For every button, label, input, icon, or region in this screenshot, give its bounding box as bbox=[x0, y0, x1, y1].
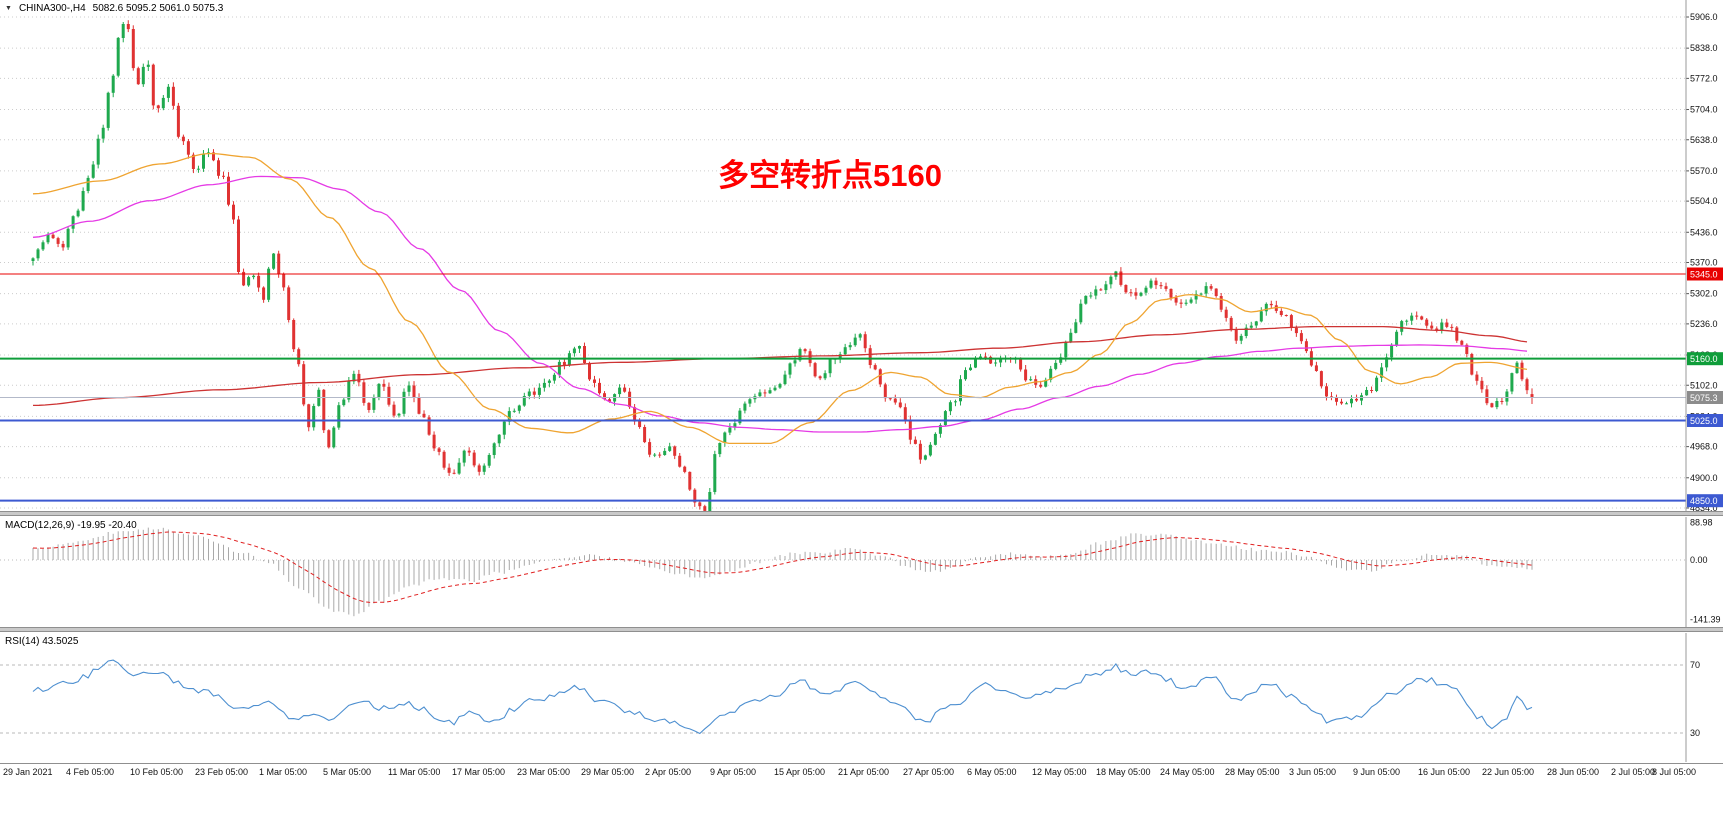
price-axis-label: 5102.0 bbox=[1690, 380, 1718, 390]
price-axis-label: 5638.0 bbox=[1690, 135, 1718, 145]
date-label: 8 Jul 05:00 bbox=[1652, 767, 1697, 777]
price-tag-label: 5075.3 bbox=[1690, 393, 1718, 403]
price-gridlines: 5906.0 5838.0 5772.0 5704.0 5638.0 5570.0 5504… bbox=[0, 12, 1718, 511]
date-label: 23 Feb 05:00 bbox=[195, 767, 249, 777]
macd-label: MACD(12,26,9) -19.95 -20.40 bbox=[5, 520, 137, 531]
price-axis-label: 4900.0 bbox=[1690, 473, 1718, 483]
date-label: 3 Jun 05:00 bbox=[1289, 767, 1337, 777]
date-label: 18 May 05:00 bbox=[1096, 767, 1151, 777]
price-tag bbox=[1687, 391, 1723, 404]
macd-axis-label: 88.98 bbox=[1690, 518, 1713, 528]
price-axis-label: 5504.0 bbox=[1690, 196, 1718, 206]
macd-indicator-panel[interactable]: 88.98 0.00 -141.39 bbox=[0, 517, 1723, 627]
price-axis-label: 5570.0 bbox=[1690, 166, 1718, 176]
macd-signal-line bbox=[32, 531, 1533, 603]
date-label: 4 Feb 05:00 bbox=[66, 767, 115, 777]
price-axis-label: 5236.0 bbox=[1690, 319, 1718, 329]
date-label: 9 Jun 05:00 bbox=[1353, 767, 1401, 777]
date-label: 15 Apr 05:00 bbox=[774, 767, 826, 777]
price-tag bbox=[1687, 352, 1723, 366]
rsi-label: RSI(14) 43.5025 bbox=[5, 636, 79, 647]
date-label: 27 Apr 05:00 bbox=[903, 767, 955, 777]
macd-histogram bbox=[32, 527, 1533, 617]
price-tag bbox=[1687, 494, 1723, 508]
panel-separator[interactable] bbox=[0, 511, 1723, 516]
price-tags: 5345.0 5160.0 5025.0 4850.0 5075.3 bbox=[1687, 267, 1723, 508]
annotation-text[interactable]: 多空转折点5160 bbox=[718, 158, 942, 193]
panel-separator[interactable] bbox=[0, 627, 1723, 632]
price-tag-label: 4850.0 bbox=[1690, 496, 1718, 506]
date-label: 11 Mar 05:00 bbox=[388, 767, 441, 777]
date-label: 2 Apr 05:00 bbox=[645, 767, 692, 777]
date-label: 29 Jan 2021 bbox=[3, 767, 53, 777]
rsi-indicator-panel[interactable]: 70 30 bbox=[0, 633, 1723, 762]
date-label: 28 May 05:00 bbox=[1225, 767, 1280, 777]
rsi-axis-label: 30 bbox=[1690, 728, 1700, 738]
date-label: 21 Apr 05:00 bbox=[838, 767, 890, 777]
main-price-chart[interactable]: 5906.0 5838.0 5772.0 5704.0 5638.0 5570.0 5504… bbox=[0, 0, 1723, 511]
price-axis-label: 5436.0 bbox=[1690, 227, 1718, 237]
price-tag-label: 5345.0 bbox=[1690, 270, 1718, 280]
price-axis-label: 5704.0 bbox=[1690, 105, 1718, 115]
symbol-timeframe-label: CHINA300-,H4 bbox=[18, 3, 86, 14]
date-label: 28 Jun 05:00 bbox=[1547, 767, 1600, 777]
date-label: 24 May 05:00 bbox=[1160, 767, 1215, 777]
macd-axis-label: 0.00 bbox=[1690, 555, 1708, 565]
date-label: 2 Jul 05:00 bbox=[1611, 767, 1656, 777]
rsi-line bbox=[32, 659, 1533, 735]
price-axis-label: 4968.0 bbox=[1690, 442, 1718, 452]
price-axis-label: 5906.0 bbox=[1690, 12, 1718, 22]
date-label: 17 Mar 05:00 bbox=[452, 767, 506, 777]
ma-mid-line bbox=[32, 175, 1528, 433]
ma-fast-line bbox=[32, 152, 1528, 445]
rsi-axis-label: 70 bbox=[1690, 660, 1700, 670]
symbol-dropdown-icon[interactable]: ▼ bbox=[5, 4, 12, 12]
price-axis-label: 5302.0 bbox=[1690, 289, 1718, 299]
date-axis[interactable]: 29 Jan 2021 4 Feb 05:00 10 Feb 05:00 23 Feb… bbox=[0, 763, 1723, 784]
horizontal-levels[interactable] bbox=[0, 273, 1686, 502]
price-axis-label: 5370.0 bbox=[1690, 258, 1718, 268]
date-label: 10 Feb 05:00 bbox=[130, 767, 184, 777]
date-label: 16 Jun 05:00 bbox=[1418, 767, 1471, 777]
date-label: 29 Mar 05:00 bbox=[581, 767, 635, 777]
date-label: 5 Mar 05:00 bbox=[323, 767, 372, 777]
date-label: 22 Jun 05:00 bbox=[1482, 767, 1535, 777]
chart-header: ▼ CHINA300-,H4 5082.6 5095.2 5061.0 5075… bbox=[5, 3, 223, 14]
date-label: 23 Mar 05:00 bbox=[517, 767, 571, 777]
macd-axis-label: -141.39 bbox=[1690, 614, 1721, 624]
date-label: 9 Apr 05:00 bbox=[710, 767, 757, 777]
price-tag bbox=[1687, 267, 1723, 281]
date-label: 1 Mar 05:00 bbox=[259, 767, 308, 777]
date-label: 6 May 05:00 bbox=[967, 767, 1017, 777]
price-tag bbox=[1687, 414, 1723, 427]
price-tag-label: 5160.0 bbox=[1690, 354, 1718, 364]
ohlc-readout: 5082.6 5095.2 5061.0 5075.3 bbox=[92, 3, 224, 14]
date-label: 12 May 05:00 bbox=[1032, 767, 1087, 777]
ma-slow-line bbox=[32, 325, 1528, 407]
candles[interactable] bbox=[31, 20, 1534, 511]
price-axis-label: 5772.0 bbox=[1690, 73, 1718, 83]
price-tag-label: 5025.0 bbox=[1690, 416, 1718, 426]
price-axis-label: 5838.0 bbox=[1690, 43, 1718, 53]
